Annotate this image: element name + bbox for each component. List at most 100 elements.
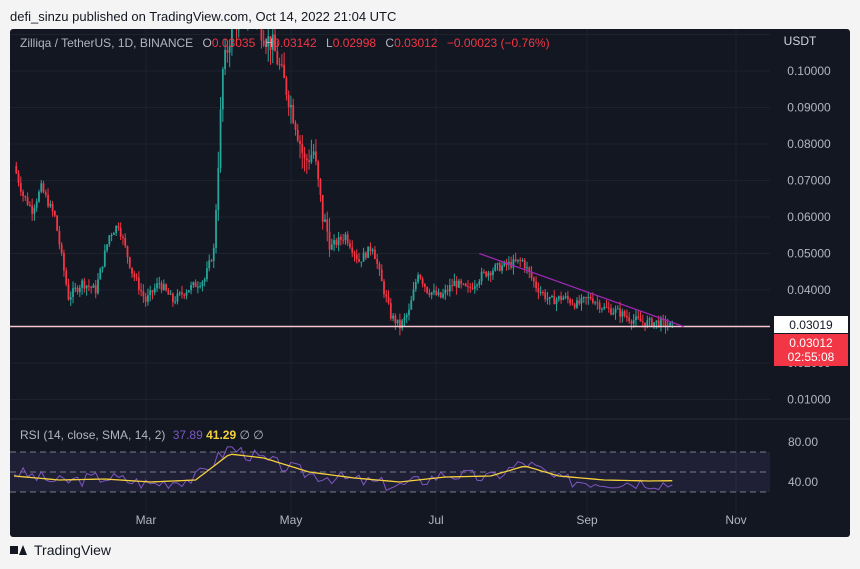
price-axis-label: 0.07000 xyxy=(787,174,831,188)
rsi-tail: ∅ ∅ xyxy=(239,428,264,442)
low-value: 0.02998 xyxy=(332,36,377,50)
candle-body xyxy=(521,260,524,262)
candle-body xyxy=(67,284,70,300)
candle-body xyxy=(226,49,229,53)
candle-body xyxy=(147,295,149,302)
candle-body xyxy=(473,286,476,289)
candle-body xyxy=(208,260,211,269)
candle-body xyxy=(360,261,363,263)
time-axis-label: Nov xyxy=(725,513,746,527)
candle-body xyxy=(621,311,624,317)
candle-body xyxy=(212,247,215,261)
candle-body xyxy=(60,244,63,253)
candle-body xyxy=(280,64,283,66)
candle-body xyxy=(523,260,526,269)
candle-body xyxy=(299,140,301,145)
candle-body xyxy=(485,271,488,277)
candle-body xyxy=(355,254,358,259)
candle-body xyxy=(112,233,115,235)
candle-body xyxy=(92,285,95,288)
candle-body xyxy=(650,318,653,327)
countdown-text: 02:55:08 xyxy=(788,350,835,364)
candle-body xyxy=(81,280,83,288)
candle-body xyxy=(169,293,172,295)
candle-body xyxy=(448,285,451,292)
candle-body xyxy=(28,204,31,206)
close-value: 0.03012 xyxy=(394,36,438,50)
candle-body xyxy=(342,239,345,241)
candle-body xyxy=(455,280,458,288)
rsi-legend: RSI (14, close, SMA, 14, 2) 37.89 41.29 … xyxy=(20,428,264,442)
candle-body xyxy=(315,151,317,162)
rsi-label: RSI (14, close, SMA, 14, 2) xyxy=(20,428,166,442)
candle-body xyxy=(537,288,540,293)
candle-body xyxy=(262,40,265,46)
candle-body xyxy=(564,296,567,298)
candle-body xyxy=(669,322,671,326)
candle-body xyxy=(326,219,329,232)
candle-body xyxy=(387,296,390,304)
candle-body xyxy=(101,266,104,269)
candle-body xyxy=(660,318,662,327)
candle-body xyxy=(94,285,97,294)
chart-svg[interactable]: USDT 0.10000 0.09000 0.08000 0.07000 0.06000 0… xyxy=(10,29,850,537)
candle-body xyxy=(271,34,274,51)
rsi-sma-line xyxy=(13,453,673,483)
candle-body xyxy=(165,284,167,291)
candle-body xyxy=(58,230,61,245)
candle-body xyxy=(408,309,410,315)
candle-body xyxy=(167,290,170,295)
candle-body xyxy=(174,301,177,303)
candle-body xyxy=(469,286,472,288)
candle-body xyxy=(228,46,231,53)
candle-body xyxy=(301,144,304,154)
candle-body xyxy=(478,281,481,285)
candle-body xyxy=(321,194,324,222)
candle-body xyxy=(569,299,572,304)
price-axis-label: 0.09000 xyxy=(787,101,831,115)
candle-body xyxy=(85,285,88,289)
candle-body xyxy=(108,235,111,245)
candle-body xyxy=(596,302,599,304)
candle-body xyxy=(378,263,381,270)
candle-body xyxy=(117,225,120,228)
price-axis-label: 0.01000 xyxy=(787,393,831,407)
candle-body xyxy=(119,227,122,237)
chart-frame[interactable]: USDT 0.10000 0.09000 0.08000 0.07000 0.06000 0… xyxy=(10,29,850,537)
candle-body xyxy=(344,234,347,241)
candle-body xyxy=(560,296,562,300)
candle-body xyxy=(571,303,574,305)
candle-body xyxy=(206,268,208,280)
candle-body xyxy=(464,283,467,287)
candle-body xyxy=(389,303,392,319)
candle-body xyxy=(544,292,547,300)
currency-label: USDT xyxy=(784,34,817,48)
tradingview-logo-icon xyxy=(10,544,28,556)
tradingview-footer[interactable]: TradingView xyxy=(10,542,111,558)
price-axis-label: 0.04000 xyxy=(787,283,831,297)
candle-body xyxy=(124,237,127,247)
candle-body xyxy=(90,286,93,288)
candle-body xyxy=(653,322,656,327)
candle-body xyxy=(657,320,660,327)
high-label: H xyxy=(264,36,274,50)
candle-body xyxy=(349,243,351,248)
candle-body xyxy=(623,311,626,316)
candle-body xyxy=(480,271,483,282)
rsi-value: 37.89 xyxy=(172,428,203,442)
candle-body xyxy=(185,292,188,296)
candle-body xyxy=(380,269,383,282)
candle-body xyxy=(219,109,222,168)
candle-body xyxy=(328,231,331,250)
candle-body xyxy=(260,29,263,41)
candle-body xyxy=(224,49,227,70)
candle-body xyxy=(285,77,288,95)
candle-body xyxy=(644,322,646,327)
candle-body xyxy=(305,158,308,161)
time-axis-label: Sep xyxy=(576,513,598,527)
candle-body xyxy=(451,285,454,287)
candle-body xyxy=(358,258,360,262)
candle-body xyxy=(433,290,435,293)
candle-body xyxy=(181,292,183,295)
tradingview-brand: TradingView xyxy=(34,542,112,558)
